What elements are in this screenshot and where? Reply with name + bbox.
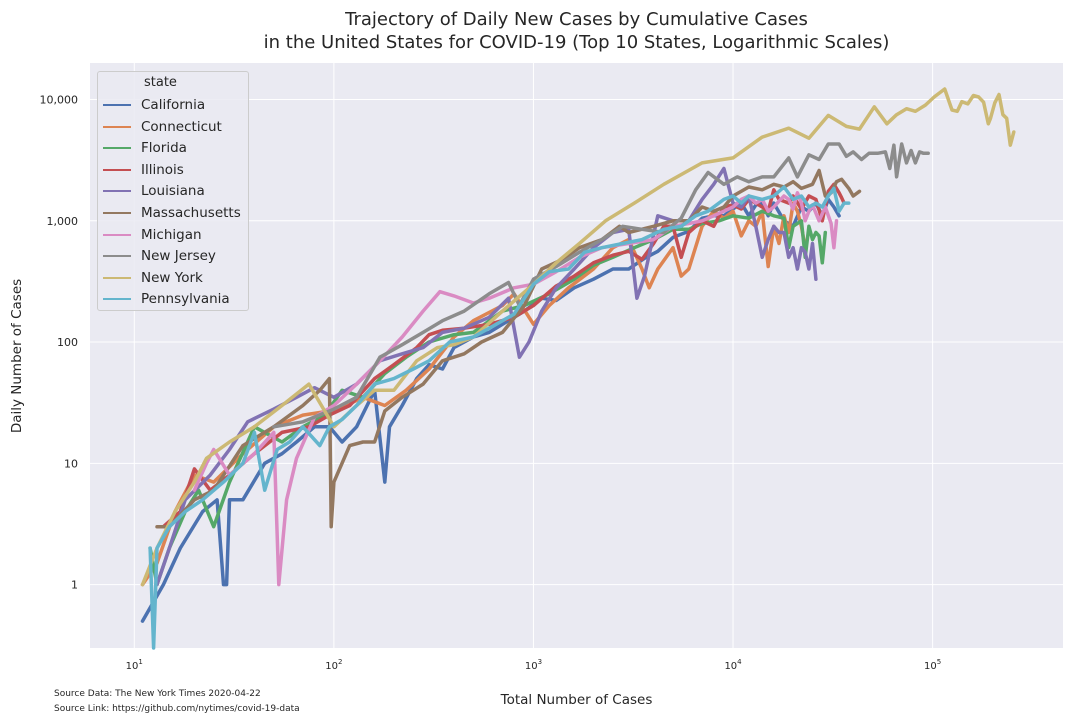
y-axis-label: Daily Number of Cases bbox=[9, 278, 25, 434]
y-tick-label: 100 bbox=[57, 336, 78, 349]
legend-swatch bbox=[103, 276, 131, 279]
legend: state California Connecticut Florida Illino… bbox=[97, 71, 249, 311]
legend-label: Florida bbox=[141, 140, 187, 157]
legend-swatch bbox=[103, 190, 131, 193]
legend-item-illinois: Illinois bbox=[103, 160, 184, 180]
legend-label: California bbox=[141, 97, 206, 113]
x-tick-label: 104 bbox=[724, 658, 742, 672]
legend-swatch bbox=[103, 125, 131, 128]
series-line-pennsylvania bbox=[148, 185, 851, 650]
gridlines bbox=[90, 63, 1063, 648]
legend-title: state bbox=[144, 75, 177, 90]
series-lines bbox=[140, 87, 1016, 650]
series-line-massachusetts bbox=[155, 168, 862, 529]
chart-title: Trajectory of Daily New Cases by Cumulat… bbox=[90, 8, 1063, 54]
legend-item-michigan: Michigan bbox=[103, 225, 202, 245]
legend-label: Pennsylvania bbox=[141, 291, 230, 308]
y-tick-label: 1,000 bbox=[47, 215, 79, 228]
legend-item-massachusetts: Massachusetts bbox=[103, 203, 241, 223]
legend-item-new-york: New York bbox=[103, 268, 203, 288]
legend-item-pennsylvania: Pennsylvania bbox=[103, 289, 230, 309]
legend-item-louisiana: Louisiana bbox=[103, 181, 205, 201]
x-tick-label: 103 bbox=[525, 658, 542, 672]
legend-swatch bbox=[103, 255, 131, 258]
x-axis-label: Total Number of Cases bbox=[500, 692, 653, 708]
source-link-note: Source Link: https://github.com/nytimes/… bbox=[54, 704, 300, 714]
legend-label: Illinois bbox=[141, 161, 184, 178]
x-axis-ticks: 101 102 103 104 105 bbox=[126, 658, 942, 672]
legend-label: Connecticut bbox=[141, 118, 222, 135]
legend-swatch bbox=[103, 212, 131, 214]
legend-swatch bbox=[103, 147, 131, 150]
legend-swatch bbox=[103, 298, 131, 301]
legend-item-connecticut: Connecticut bbox=[103, 117, 222, 137]
legend-item-florida: Florida bbox=[103, 138, 187, 158]
y-tick-label: 10 bbox=[64, 457, 78, 470]
x-tick-label: 101 bbox=[126, 658, 143, 672]
x-tick-label: 102 bbox=[325, 658, 342, 672]
series-line-new-york bbox=[140, 87, 1016, 587]
legend-swatch bbox=[103, 168, 131, 171]
y-axis-ticks: 1 10 100 1,000 10,000 bbox=[40, 94, 79, 592]
legend-label: Louisiana bbox=[141, 183, 205, 200]
legend-label: Michigan bbox=[141, 226, 202, 243]
legend-swatch bbox=[103, 104, 131, 106]
source-data-note: Source Data: The New York Times 2020-04-… bbox=[54, 689, 261, 699]
legend-label: New York bbox=[141, 269, 203, 286]
chart-title-line-2: in the United States for COVID-19 (Top 1… bbox=[263, 32, 890, 53]
legend-label: Massachusetts bbox=[141, 205, 241, 221]
legend-swatch bbox=[103, 233, 131, 236]
y-tick-label: 1 bbox=[71, 579, 78, 592]
legend-label: New Jersey bbox=[141, 248, 216, 265]
x-tick-label: 105 bbox=[924, 658, 941, 672]
series-line-new-jersey bbox=[272, 142, 930, 429]
y-tick-label: 10,000 bbox=[40, 94, 79, 107]
legend-item-california: California bbox=[103, 95, 205, 115]
legend-item-new-jersey: New Jersey bbox=[103, 246, 216, 266]
chart-title-line-1: Trajectory of Daily New Cases by Cumulat… bbox=[345, 9, 808, 30]
